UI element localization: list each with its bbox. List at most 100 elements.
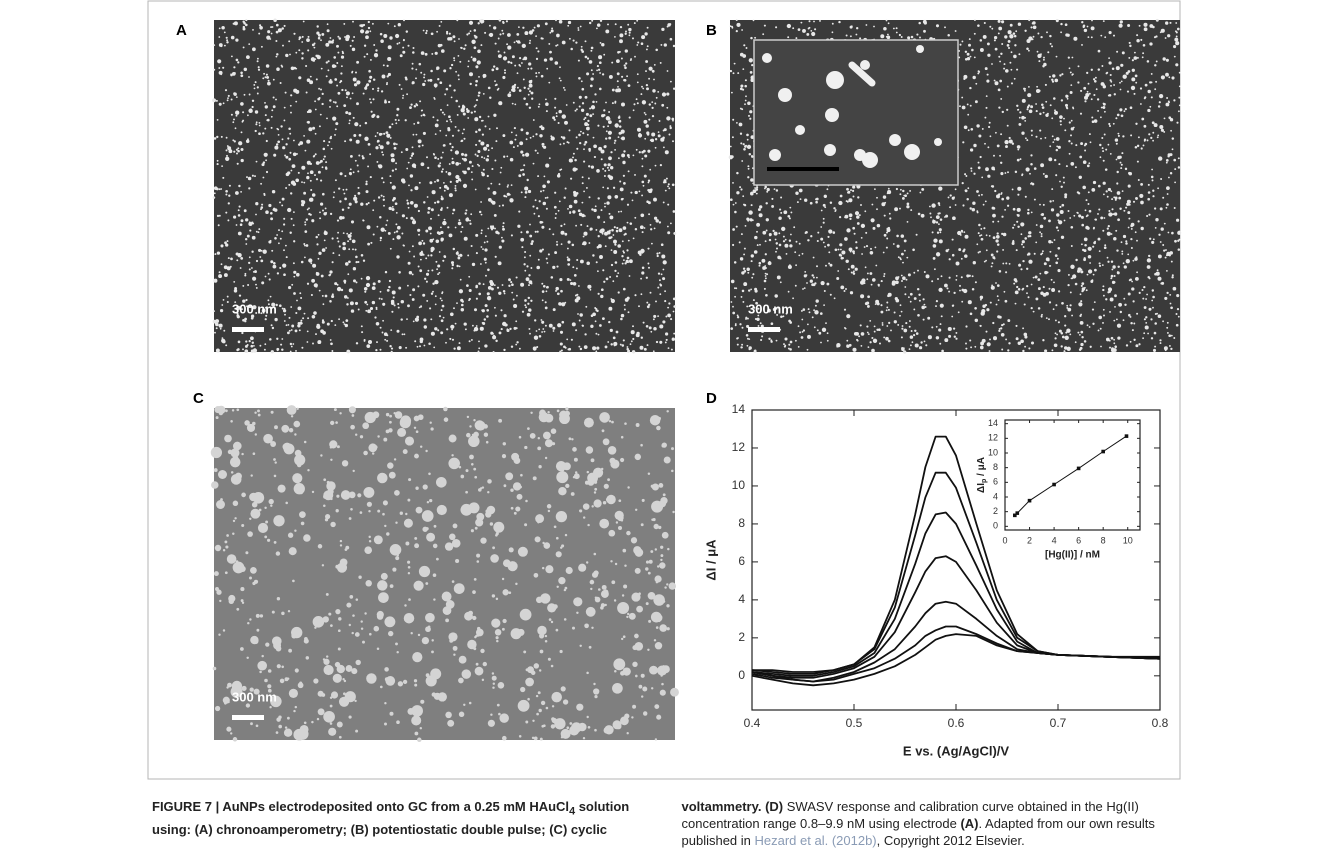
particle xyxy=(475,252,478,255)
particle xyxy=(457,55,460,57)
particle xyxy=(451,146,454,149)
particle xyxy=(925,344,928,347)
particle xyxy=(290,217,293,220)
particle xyxy=(575,192,579,195)
particle xyxy=(750,36,753,40)
particle xyxy=(312,342,314,345)
particle xyxy=(1083,258,1086,262)
particle xyxy=(356,164,359,167)
particle xyxy=(365,190,369,194)
particle xyxy=(445,170,448,173)
particle xyxy=(1171,231,1174,235)
particle xyxy=(411,81,415,85)
particle xyxy=(810,30,813,32)
particle xyxy=(354,301,359,305)
particle xyxy=(979,234,981,237)
particle xyxy=(1173,55,1176,58)
particle xyxy=(446,328,449,331)
particle xyxy=(334,179,337,182)
particle xyxy=(904,249,906,252)
particle xyxy=(651,106,654,110)
particle xyxy=(1166,331,1169,334)
particle xyxy=(900,310,903,313)
particle xyxy=(436,231,440,235)
particle xyxy=(278,304,282,308)
particle xyxy=(415,77,417,80)
particle xyxy=(288,286,292,290)
particle xyxy=(356,102,359,106)
particle xyxy=(350,232,352,235)
particle xyxy=(598,55,603,60)
particle xyxy=(770,322,774,326)
particle xyxy=(218,323,223,328)
particle xyxy=(1046,31,1048,34)
particle xyxy=(994,47,998,51)
particle xyxy=(320,67,323,70)
particle xyxy=(633,22,636,25)
particle xyxy=(401,333,404,336)
particle xyxy=(732,243,735,247)
particle xyxy=(644,32,648,36)
particle xyxy=(1131,329,1134,332)
particle xyxy=(516,72,519,75)
particle xyxy=(581,213,585,218)
particle xyxy=(340,65,343,68)
particle xyxy=(1016,285,1019,289)
particle xyxy=(607,174,611,178)
particle xyxy=(1122,319,1125,322)
particle xyxy=(834,248,838,252)
particle xyxy=(648,103,651,106)
particle xyxy=(411,298,415,301)
particle xyxy=(1143,27,1148,32)
particle xyxy=(672,140,674,143)
particle xyxy=(1170,347,1173,351)
particle xyxy=(1171,148,1174,151)
particle xyxy=(572,152,575,155)
particle xyxy=(646,87,649,91)
particle xyxy=(314,174,316,177)
particle xyxy=(648,77,651,80)
particle xyxy=(873,25,875,28)
particle xyxy=(1143,318,1146,321)
particle xyxy=(494,227,496,230)
particle xyxy=(986,73,989,76)
particle xyxy=(979,324,982,327)
particle xyxy=(482,172,485,175)
particle xyxy=(1053,281,1055,284)
particle xyxy=(660,43,663,46)
particle xyxy=(1115,117,1118,120)
particle xyxy=(885,19,888,22)
particle xyxy=(451,328,453,331)
particle xyxy=(357,170,360,173)
particle xyxy=(954,204,957,206)
particle xyxy=(340,72,343,75)
particle xyxy=(1113,342,1116,345)
particle xyxy=(436,268,438,271)
particle xyxy=(641,194,644,197)
particle xyxy=(1150,72,1153,75)
particle xyxy=(572,266,575,269)
particle xyxy=(1140,182,1144,186)
particle xyxy=(342,321,345,324)
particle xyxy=(1053,239,1056,241)
particle xyxy=(234,307,237,310)
particle xyxy=(732,305,734,308)
particle xyxy=(528,83,533,88)
particle xyxy=(757,324,760,327)
scale-label: 300 nm xyxy=(232,301,277,316)
particle xyxy=(1110,348,1115,353)
particle xyxy=(733,62,736,65)
particle xyxy=(839,248,842,251)
particle xyxy=(747,271,750,274)
particle xyxy=(520,169,523,172)
particle xyxy=(800,21,803,24)
particle xyxy=(506,328,510,333)
particle xyxy=(626,346,629,348)
particle xyxy=(400,299,405,304)
particle xyxy=(668,315,671,318)
particle xyxy=(339,172,343,176)
particle xyxy=(985,259,987,262)
particle xyxy=(1040,315,1043,318)
particle xyxy=(502,222,505,225)
particle xyxy=(321,92,324,96)
